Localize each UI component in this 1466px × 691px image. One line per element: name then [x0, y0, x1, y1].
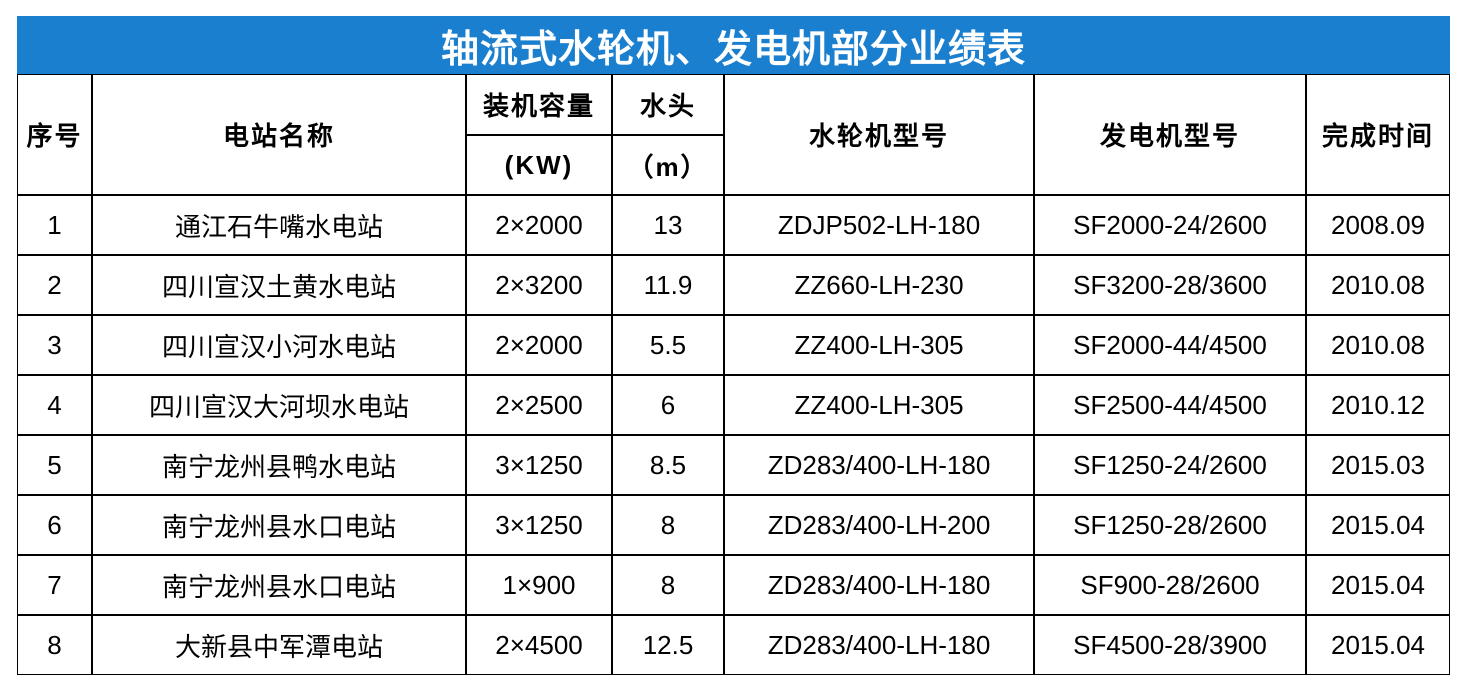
table-cell: SF2000-24/2600: [1034, 195, 1306, 255]
header-cell: 发电机型号: [1034, 74, 1306, 195]
table-cell: 2×3200: [466, 255, 612, 315]
table-cell: 南宁龙州县水口电站: [92, 495, 466, 555]
table-cell: 6: [612, 375, 724, 435]
header-cell: 水轮机型号: [724, 74, 1034, 195]
table-cell: 3×1250: [466, 435, 612, 495]
table-cell: SF2000-44/4500: [1034, 315, 1306, 375]
table-cell: 8: [612, 495, 724, 555]
table-cell: 2×2000: [466, 195, 612, 255]
table-cell: ZD283/400-LH-180: [724, 615, 1034, 675]
table-cell: 4: [17, 375, 92, 435]
table-cell: 2010.08: [1306, 315, 1450, 375]
table-cell: 通江石牛嘴水电站: [92, 195, 466, 255]
table-cell: 四川宣汉小河水电站: [92, 315, 466, 375]
table-cell: ZZ400-LH-305: [724, 315, 1034, 375]
table-cell: 2015.03: [1306, 435, 1450, 495]
table-cell: ZD283/400-LH-200: [724, 495, 1034, 555]
table-cell: ZZ660-LH-230: [724, 255, 1034, 315]
table-cell: ZDJP502-LH-180: [724, 195, 1034, 255]
header-cell: 装机容量: [466, 74, 612, 135]
table-cell: 3: [17, 315, 92, 375]
table-cell: SF1250-28/2600: [1034, 495, 1306, 555]
table-cell: 南宁龙州县鸭水电站: [92, 435, 466, 495]
table-cell: 2010.08: [1306, 255, 1450, 315]
header-cell: 电站名称: [92, 74, 466, 195]
table-cell: 13: [612, 195, 724, 255]
table-cell: 大新县中军潭电站: [92, 615, 466, 675]
table-cell: 1×900: [466, 555, 612, 615]
table-cell: ZZ400-LH-305: [724, 375, 1034, 435]
table-cell: 12.5: [612, 615, 724, 675]
table-cell: 2×4500: [466, 615, 612, 675]
table-cell: 7: [17, 555, 92, 615]
table-cell: 2015.04: [1306, 555, 1450, 615]
table-cell: 2015.04: [1306, 495, 1450, 555]
table-cell: ZD283/400-LH-180: [724, 435, 1034, 495]
table-cell: 5.5: [612, 315, 724, 375]
table-cell: SF2500-44/4500: [1034, 375, 1306, 435]
table-cell: 2010.12: [1306, 375, 1450, 435]
table-cell: 2008.09: [1306, 195, 1450, 255]
table-cell: 3×1250: [466, 495, 612, 555]
table-cell: 8: [17, 615, 92, 675]
table-cell: SF4500-28/3900: [1034, 615, 1306, 675]
table-cell: SF1250-24/2600: [1034, 435, 1306, 495]
table-cell: 南宁龙州县水口电站: [92, 555, 466, 615]
header-cell: 水头: [612, 74, 724, 135]
table-cell: ZD283/400-LH-180: [724, 555, 1034, 615]
table-cell: 11.9: [612, 255, 724, 315]
table-cell: 2×2500: [466, 375, 612, 435]
table-title: 轴流式水轮机、发电机部分业绩表: [17, 16, 1450, 74]
table-cell: 2: [17, 255, 92, 315]
table-cell: 2015.04: [1306, 615, 1450, 675]
header-cell: 完成时间: [1306, 74, 1450, 195]
table-cell: 四川宣汉大河坝水电站: [92, 375, 466, 435]
table-cell: 8: [612, 555, 724, 615]
header-cell: （m）: [612, 135, 724, 195]
table-cell: 6: [17, 495, 92, 555]
header-cell: 序号: [17, 74, 92, 195]
header-cell: (KW): [466, 135, 612, 195]
table-cell: 5: [17, 435, 92, 495]
table-cell: 8.5: [612, 435, 724, 495]
table-cell: SF3200-28/3600: [1034, 255, 1306, 315]
table-cell: 四川宣汉土黄水电站: [92, 255, 466, 315]
table-cell: SF900-28/2600: [1034, 555, 1306, 615]
table-cell: 1: [17, 195, 92, 255]
table-cell: 2×2000: [466, 315, 612, 375]
